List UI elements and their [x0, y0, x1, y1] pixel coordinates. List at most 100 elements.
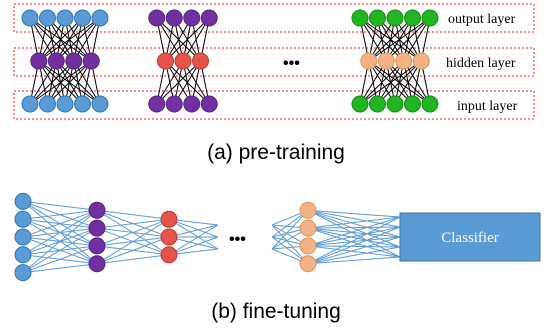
edge [29, 17, 92, 62]
output-node [369, 9, 386, 27]
edge [22, 245, 98, 274]
edge [307, 216, 401, 265]
output-node [21, 9, 39, 27]
output-node [165, 9, 183, 27]
edge [377, 17, 422, 62]
input-node [200, 95, 218, 113]
edge [96, 209, 170, 220]
output-node [39, 9, 56, 27]
edge [168, 224, 219, 256]
edge [307, 226, 401, 247]
input-node [386, 95, 404, 113]
hidden-node [192, 52, 209, 70]
edge [307, 256, 401, 265]
edge [168, 236, 219, 256]
edge [359, 17, 405, 62]
hidden-layer-box [13, 47, 535, 77]
output-node [351, 9, 369, 27]
edge [22, 200, 98, 211]
pretraining-caption: (a) pre-training [207, 141, 345, 164]
input-node [421, 95, 439, 113]
edge [29, 60, 92, 105]
input-node [74, 95, 91, 113]
finetuning-nodes [14, 192, 317, 282]
edge [96, 218, 170, 265]
layer-node-h1 [88, 219, 106, 237]
layer-node-h2 [160, 228, 178, 246]
layer-node-input [14, 192, 32, 210]
input-node [21, 95, 39, 113]
edge [271, 224, 309, 265]
hidden-node [82, 52, 100, 70]
input-node [148, 95, 166, 113]
edge [22, 227, 98, 274]
layer-node-h2 [160, 246, 178, 264]
output-node [148, 9, 166, 27]
edge [307, 227, 401, 248]
output-node [91, 9, 109, 27]
edge [29, 17, 75, 62]
edge [29, 60, 75, 105]
hidden-node [377, 52, 395, 70]
edge [307, 236, 401, 265]
edge [47, 60, 92, 105]
hidden-node [47, 52, 65, 70]
input-layer-box [13, 90, 535, 120]
pretraining-nodes [21, 9, 439, 113]
edge [359, 60, 405, 105]
edge [377, 60, 422, 105]
layer-node-hN [299, 219, 317, 237]
input-node [369, 95, 386, 113]
edge [307, 245, 401, 258]
edge [47, 17, 92, 62]
edge [307, 209, 401, 248]
finetuning-edges [22, 200, 401, 274]
edge [307, 209, 401, 218]
edge [156, 17, 201, 62]
output-node [200, 9, 218, 27]
layer-node-hN [299, 237, 317, 255]
layer-node-input [14, 228, 32, 246]
edge [96, 254, 170, 265]
edge [307, 209, 401, 228]
edge [307, 209, 401, 238]
edge [307, 226, 401, 229]
edge [22, 263, 98, 274]
input-node [56, 95, 74, 113]
hidden-node [30, 52, 48, 70]
layer-node-h1 [88, 255, 106, 273]
layer-node-input [14, 246, 32, 264]
hidden-node [395, 52, 413, 70]
edge [307, 209, 401, 258]
input-node [404, 95, 421, 113]
classifier-box [399, 212, 541, 262]
edge [156, 60, 201, 105]
output-node [183, 9, 201, 27]
edge [307, 227, 401, 238]
output-layer-label: output layer [448, 12, 516, 27]
output-node [404, 9, 421, 27]
edge [359, 17, 422, 62]
layer-node-input [14, 264, 32, 282]
hidden-layer-label: hidden layer [446, 56, 516, 71]
layer-node-hN [299, 255, 317, 273]
edge [307, 227, 401, 258]
input-node [351, 95, 369, 113]
layer-node-h1 [88, 237, 106, 255]
hidden-node [360, 52, 378, 70]
output-node [386, 9, 404, 27]
input-node [183, 95, 201, 113]
layer-node-h1 [88, 201, 106, 219]
output-node [421, 9, 439, 27]
input-node [39, 95, 56, 113]
hidden-node [174, 52, 192, 70]
edge [96, 236, 170, 265]
edge [271, 209, 309, 250]
edge [307, 216, 401, 247]
edge [307, 246, 401, 265]
hidden-node [65, 52, 83, 70]
output-node [74, 9, 91, 27]
finetuning-ellipsis: ••• [229, 231, 246, 248]
edge [168, 218, 219, 250]
